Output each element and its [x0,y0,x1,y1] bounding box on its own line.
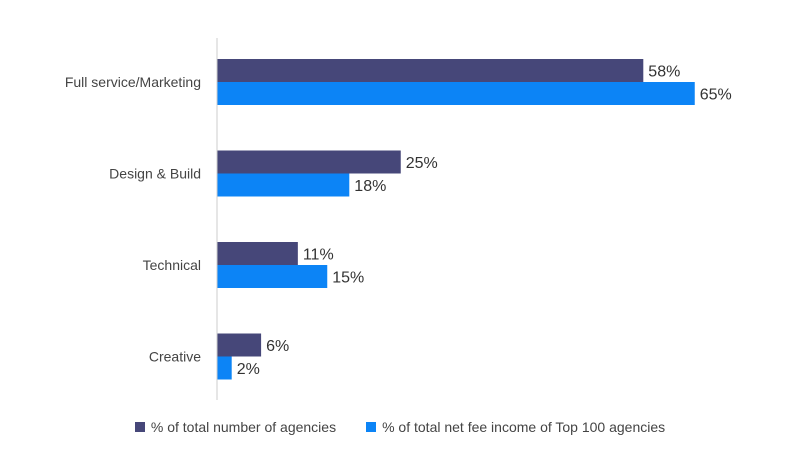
value-label-full-service-marketing-series-2: 65% [700,87,732,104]
category-label-design-build: Design & Build [109,166,201,182]
bar-chart: Full service/Marketing Design & Build Tech… [65,38,732,400]
legend-item-series-2: % of total net fee income of Top 100 age… [366,419,665,435]
bar-design-build-series-2 [217,173,350,197]
legend-label-series-2: % of total net fee income of Top 100 age… [382,419,666,435]
bar-design-build-series-1 [217,150,401,174]
value-label-design-build-series-2: 18% [354,178,386,195]
value-label-design-build-series-1: 25% [406,155,438,172]
value-label-creative-series-1: 6% [266,338,289,355]
category-label-creative: Creative [149,349,201,365]
legend: % of total number of agencies % of total… [0,415,800,439]
legend-swatch-series-1 [134,422,145,432]
value-label-technical-series-2: 15% [332,270,364,287]
value-labels: 58% 65% 25% 18% 11% 15% 6% 2% [237,64,732,379]
bar-full-service-marketing-series-2 [217,82,695,105]
legend-swatch-series-2 [366,422,377,432]
category-labels: Full service/Marketing Design & Build Tech… [65,74,201,365]
legend-item-series-1: % of total number of agencies [134,419,337,435]
category-label-full-service-marketing: Full service/Marketing [65,74,201,90]
value-label-creative-series-2: 2% [237,361,260,378]
bar-creative-series-2 [217,356,232,380]
category-label-technical: Technical [143,257,201,273]
bar-creative-series-1 [217,333,262,357]
bar-technical-series-2 [217,265,328,288]
bar-full-service-marketing-series-1 [217,59,644,82]
value-label-technical-series-1: 11% [303,247,334,264]
bar-technical-series-1 [217,242,298,265]
bars-group [217,59,695,380]
value-label-full-service-marketing-series-1: 58% [648,64,680,81]
legend-label-series-1: % of total number of agencies [150,419,337,435]
